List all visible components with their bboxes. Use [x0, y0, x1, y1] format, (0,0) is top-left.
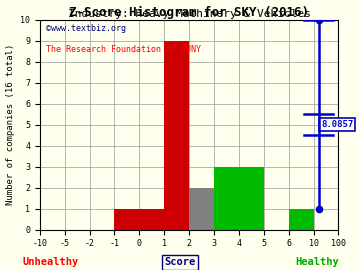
Bar — [289, 208, 314, 230]
Text: The Research Foundation of SUNY: The Research Foundation of SUNY — [46, 45, 201, 54]
Text: Industry: Heavy Machinery & Vehicles: Industry: Heavy Machinery & Vehicles — [68, 9, 311, 19]
Bar — [189, 188, 214, 230]
Text: Healthy: Healthy — [295, 257, 339, 267]
Text: Score: Score — [165, 257, 195, 267]
Bar — [114, 208, 164, 230]
Bar — [214, 167, 264, 230]
Bar — [164, 41, 189, 230]
Text: Unhealthy: Unhealthy — [22, 257, 78, 267]
Title: Z-Score Histogram for SKY (2016): Z-Score Histogram for SKY (2016) — [69, 6, 309, 19]
Text: 8.0857: 8.0857 — [321, 120, 353, 129]
Y-axis label: Number of companies (16 total): Number of companies (16 total) — [5, 44, 14, 205]
Text: ©www.textbiz.org: ©www.textbiz.org — [46, 24, 126, 33]
